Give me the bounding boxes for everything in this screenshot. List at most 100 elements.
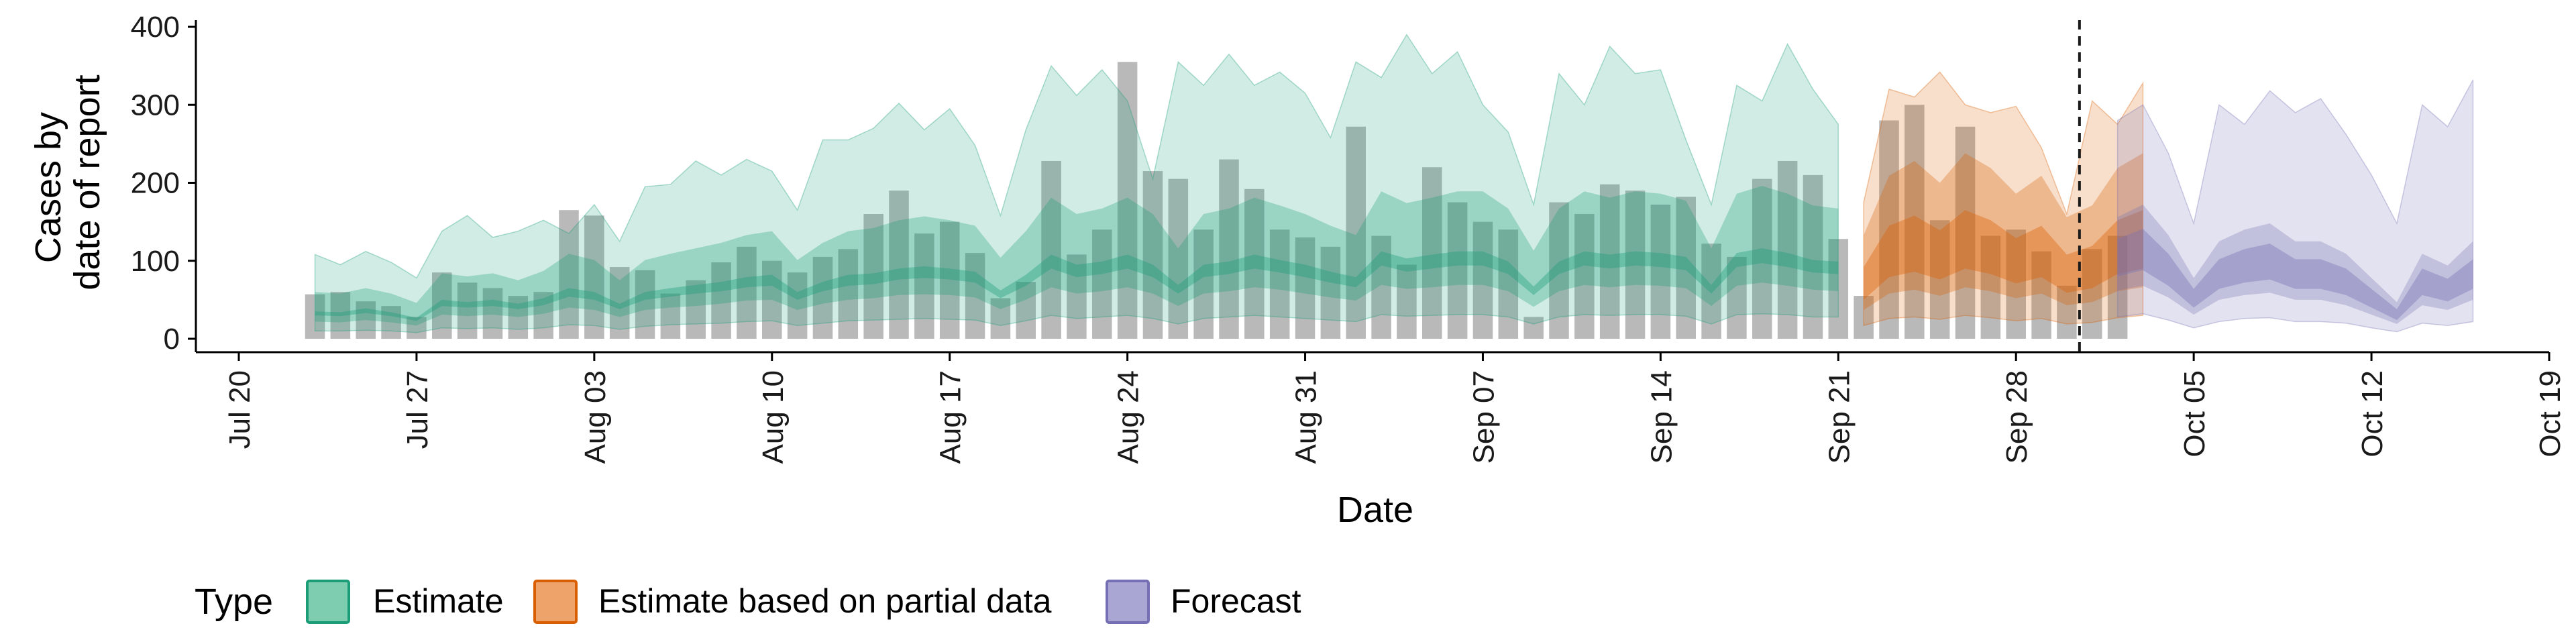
observed-bar bbox=[1701, 244, 1721, 339]
observed-bar bbox=[330, 292, 351, 339]
observed-bar bbox=[2006, 229, 2026, 339]
observed-bar bbox=[1219, 159, 1239, 339]
band-outer-estimate bbox=[314, 34, 1839, 333]
observed-bar bbox=[1092, 229, 1112, 339]
observed-bar bbox=[609, 267, 630, 339]
y-ticks: 0 100 200 300 400 bbox=[131, 11, 196, 356]
observed-bar bbox=[432, 272, 452, 339]
observed-bar bbox=[863, 214, 883, 339]
y-axis-title: Cases by date of report bbox=[28, 74, 107, 290]
x-tick-label: Oct 05 bbox=[2178, 370, 2211, 458]
observed-bar bbox=[990, 298, 1011, 339]
y-tick-label: 300 bbox=[131, 89, 180, 121]
observed-bar bbox=[686, 280, 706, 339]
observed-bar bbox=[508, 296, 529, 339]
y-tick-label: 0 bbox=[164, 323, 180, 356]
observed-bar bbox=[1193, 229, 1214, 339]
x-tick-label: Sep 21 bbox=[1823, 370, 1856, 464]
observed-bar bbox=[2031, 251, 2051, 339]
observed-bar bbox=[1422, 167, 1442, 339]
observed-bar bbox=[1320, 246, 1341, 339]
observed-bar bbox=[914, 233, 934, 339]
observed-bar bbox=[533, 292, 553, 339]
observed-bar bbox=[737, 246, 757, 339]
legend-label-partial: Estimate based on partial data bbox=[598, 582, 1052, 620]
y-tick-label: 200 bbox=[131, 167, 180, 200]
x-tick-label: Aug 17 bbox=[934, 370, 967, 464]
y-axis-title-line-1: Cases by bbox=[28, 112, 68, 263]
observed-bar bbox=[1650, 205, 1671, 339]
band-outer-forecast bbox=[2116, 79, 2474, 333]
observed-bar bbox=[1041, 160, 1061, 339]
observed-bar bbox=[1803, 174, 1823, 339]
observed-bar bbox=[1447, 202, 1468, 339]
observed-bar bbox=[1472, 221, 1493, 339]
observed-bar bbox=[1016, 282, 1036, 339]
observed-bar bbox=[559, 210, 579, 339]
band-inner-estimate-based-on-partial-data bbox=[1864, 210, 2143, 300]
band-mid-estimate-based-on-partial-data bbox=[1864, 153, 2143, 310]
observed-bar bbox=[762, 260, 782, 339]
observed-bar bbox=[1346, 126, 1366, 339]
observed-bar bbox=[812, 256, 833, 339]
observed-bar bbox=[584, 215, 604, 339]
observed-bar bbox=[356, 301, 376, 339]
observed-bar bbox=[838, 249, 859, 339]
x-tick-label: Aug 10 bbox=[757, 370, 790, 464]
observed-bar bbox=[1727, 256, 1747, 339]
axes bbox=[195, 20, 2549, 354]
observed-bar bbox=[787, 272, 808, 339]
band-outer-estimate-based-on-partial-data bbox=[1863, 71, 2144, 327]
observed-bar bbox=[2082, 249, 2102, 339]
observed-bar bbox=[1828, 239, 1849, 339]
observed-bar bbox=[1904, 105, 1925, 339]
observed-bar bbox=[939, 221, 960, 339]
legend: Type Estimate Estimate based on partial … bbox=[195, 580, 1301, 624]
observed-bar bbox=[407, 317, 427, 339]
legend-swatch-forecast bbox=[1106, 580, 1150, 624]
observed-bar bbox=[1777, 160, 1798, 339]
observed-bar bbox=[1244, 189, 1265, 339]
x-tick-label: Jul 20 bbox=[223, 370, 256, 449]
observed-cases-bars bbox=[305, 62, 2128, 339]
observed-bar bbox=[381, 306, 401, 339]
x-tick-label: Sep 14 bbox=[1645, 370, 1678, 464]
observed-bar bbox=[1295, 237, 1316, 339]
estimate-bands bbox=[314, 34, 2474, 333]
legend-label-forecast: Forecast bbox=[1171, 582, 1301, 620]
observed-bar bbox=[1371, 235, 1391, 339]
observed-bar bbox=[965, 253, 985, 339]
observed-bar bbox=[1854, 296, 1874, 339]
observed-bar bbox=[1397, 264, 1417, 339]
observed-bar bbox=[1599, 184, 1620, 339]
observed-bar bbox=[1955, 126, 1976, 339]
x-tick-label: Sep 28 bbox=[2000, 370, 2033, 464]
x-tick-label: Aug 24 bbox=[1112, 370, 1145, 464]
observed-bar bbox=[1269, 229, 1290, 339]
y-tick-label: 100 bbox=[131, 245, 180, 278]
observed-bar bbox=[2057, 285, 2077, 339]
band-mid-forecast bbox=[2117, 205, 2473, 324]
x-ticks: Jul 20 Jul 27 Aug 03 Aug 10 Aug 17 Aug 24 Aug … bbox=[223, 352, 2567, 464]
observed-bar bbox=[635, 270, 655, 339]
legend-swatch-partial bbox=[533, 580, 578, 624]
y-axis-title-line-2: date of report bbox=[67, 74, 107, 290]
observed-bar bbox=[1574, 214, 1595, 339]
legend-title: Type bbox=[195, 582, 273, 622]
observed-bar bbox=[1752, 178, 1772, 339]
x-tick-label: Aug 31 bbox=[1290, 370, 1323, 464]
x-tick-label: Oct 19 bbox=[2534, 370, 2567, 458]
observed-bar bbox=[1117, 62, 1138, 339]
x-tick-label: Oct 12 bbox=[2356, 370, 2389, 458]
x-tick-label: Sep 07 bbox=[1467, 370, 1500, 464]
observed-bar bbox=[1168, 178, 1189, 339]
y-tick-label: 400 bbox=[131, 11, 180, 44]
observed-bar bbox=[1625, 191, 1646, 339]
observed-bar bbox=[660, 293, 681, 339]
observed-bar bbox=[1498, 229, 1519, 339]
observed-bar bbox=[1676, 197, 1696, 339]
observed-bar bbox=[889, 191, 909, 339]
x-tick-label: Aug 03 bbox=[579, 370, 612, 464]
observed-bar bbox=[305, 294, 325, 339]
